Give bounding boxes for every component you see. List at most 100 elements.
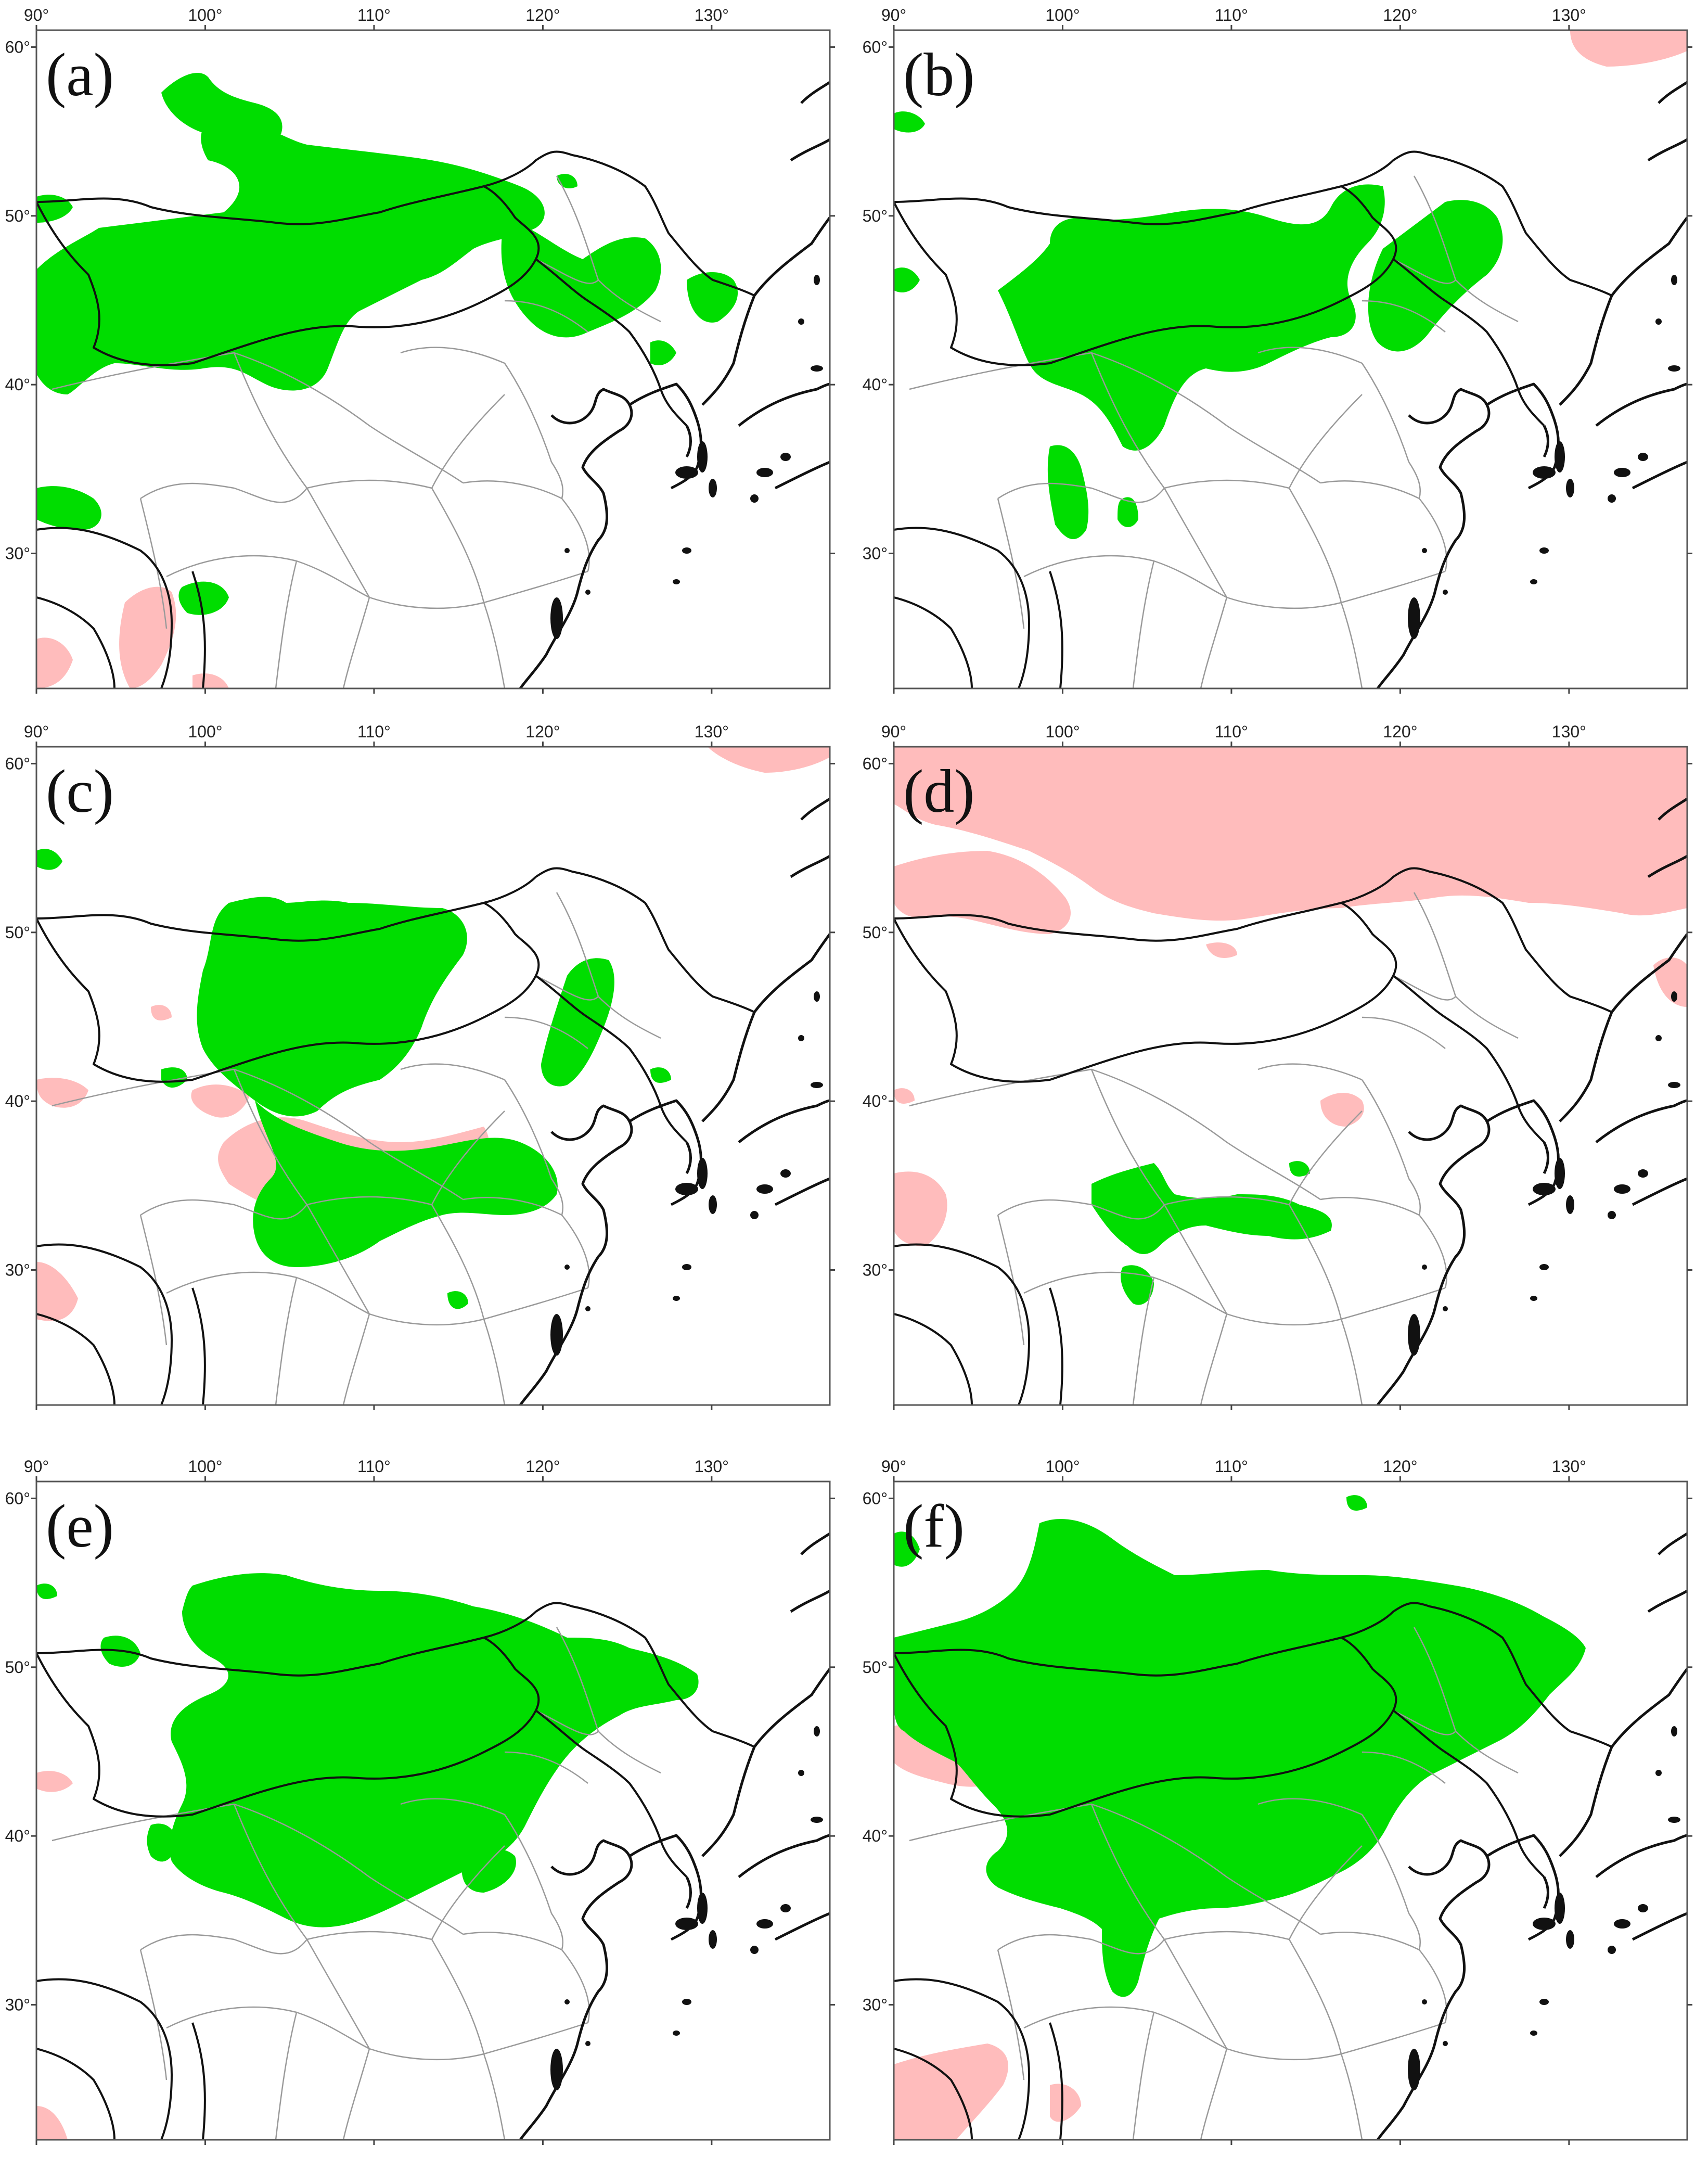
green-region (894, 1531, 920, 1567)
map-canvas: 90° 100° 110° 120° 130° 60° 50° 40° 30° (c) (5, 722, 835, 1410)
lon-tick-label: 90° (881, 722, 906, 741)
pink-region (1320, 1093, 1364, 1127)
green-region (36, 849, 62, 870)
lat-tick-label: 60° (863, 754, 888, 773)
pink-region (36, 1262, 78, 1321)
green-region (894, 111, 925, 133)
lon-tick-label: 90° (24, 6, 49, 24)
pink-region (1653, 957, 1687, 1007)
green-region (36, 118, 545, 394)
base-map (36, 799, 830, 1405)
lat-tick-label: 50° (5, 1658, 30, 1677)
lon-tick-label: 110° (357, 722, 391, 741)
lon-tick-label: 100° (188, 722, 222, 741)
green-region (253, 1101, 558, 1267)
pink-region (894, 1171, 947, 1246)
lon-tick-label: 100° (188, 6, 222, 24)
lat-tick-label: 50° (5, 207, 30, 225)
lon-tick-label: 120° (1383, 6, 1417, 24)
lon-tick-label: 120° (1383, 722, 1417, 741)
green-region (650, 340, 676, 365)
lon-tick-label: 130° (1552, 6, 1586, 24)
lon-tick-label: 130° (695, 1457, 729, 1476)
panel-label: (f) (903, 1492, 965, 1560)
pink-region (894, 851, 1071, 934)
pink-region (894, 747, 1687, 921)
map-canvas: 90° 100° 110° 120° 130° 60° 50° 40° 30° (b) (863, 6, 1692, 694)
green-region (178, 581, 229, 615)
lon-tick-label: 110° (357, 1457, 391, 1476)
panel-label: (b) (903, 41, 975, 109)
lat-tick-label: 40° (863, 1092, 888, 1110)
lon-tick-label: 130° (695, 6, 729, 24)
green-regions (894, 111, 1503, 540)
map-panel: 90° 100° 110° 120° 130° 60° 50° 40° 30° (b) (863, 6, 1692, 694)
map-panel: 90° 100° 110° 120° 130° 60° 50° 40° 30° (e) (5, 1457, 835, 2145)
lat-tick-label: 60° (5, 1489, 30, 1508)
map-panel: 90° 100° 110° 120° 130° 60° 50° 40° 30° (d) (863, 722, 1692, 1410)
map-frame (35, 1480, 831, 2141)
pink-region (708, 747, 830, 773)
lon-tick-label: 130° (695, 722, 729, 741)
green-region (894, 1518, 1586, 1997)
lon-tick-label: 100° (1045, 722, 1080, 741)
lon-tick-label: 90° (881, 1457, 906, 1476)
map-panel: 90° 100° 110° 120° 130° 60° 50° 40° 30° (a) (5, 6, 835, 694)
panel-label: (d) (903, 757, 975, 825)
green-region (1118, 497, 1138, 527)
lat-tick-label: 60° (863, 1489, 888, 1508)
green-regions (1091, 1161, 1332, 1305)
pink-region (36, 2106, 68, 2140)
pink-regions (894, 747, 1687, 1246)
map-frame (35, 29, 831, 689)
pink-regions (36, 586, 229, 688)
lat-tick-label: 60° (5, 754, 30, 773)
lat-tick-label: 50° (863, 1658, 888, 1677)
green-region (461, 1848, 516, 1893)
pink-regions (1570, 30, 1687, 67)
lon-tick-label: 130° (1552, 722, 1586, 741)
green-region (161, 72, 282, 137)
lon-tick-label: 130° (1552, 1457, 1586, 1476)
map-panel: 90° 100° 110° 120° 130° 60° 50° 40° 30° (f) (863, 1457, 1692, 2145)
lon-tick-label: 90° (24, 1457, 49, 1476)
green-region (170, 1573, 699, 1927)
green-regions (36, 72, 738, 615)
lat-tick-label: 30° (863, 544, 888, 563)
lat-tick-label: 50° (863, 923, 888, 942)
pink-region (1206, 942, 1237, 958)
green-region (894, 267, 920, 292)
green-region (36, 1584, 57, 1599)
lat-tick-label: 40° (863, 1827, 888, 1845)
lon-tick-label: 120° (1383, 1457, 1417, 1476)
green-region (36, 195, 73, 223)
lon-tick-label: 90° (881, 6, 906, 24)
green-region (1346, 1495, 1367, 1511)
green-region (541, 958, 614, 1087)
lat-tick-label: 60° (863, 37, 888, 56)
lon-tick-label: 120° (525, 1457, 560, 1476)
green-regions (894, 1495, 1586, 1997)
map-frame (893, 1480, 1688, 2141)
lat-tick-label: 40° (5, 375, 30, 394)
lat-tick-label: 30° (5, 1996, 30, 2014)
pink-region (894, 2044, 1008, 2140)
green-region (998, 184, 1385, 451)
panel-label: (a) (46, 41, 114, 109)
pink-region (1570, 30, 1687, 67)
pink-region (119, 586, 176, 688)
lat-tick-label: 60° (5, 37, 30, 56)
lon-tick-label: 100° (1045, 1457, 1080, 1476)
lat-tick-label: 30° (863, 1996, 888, 2014)
map-frame (35, 746, 831, 1406)
green-region (501, 218, 661, 338)
lat-tick-label: 50° (863, 207, 888, 225)
lon-tick-label: 120° (525, 722, 560, 741)
base-map (894, 82, 1687, 688)
map-canvas: 90° 100° 110° 120° 130° 60° 50° 40° 30° (f) (863, 1457, 1692, 2145)
pink-region (1050, 2084, 1081, 2122)
green-region (36, 486, 101, 530)
pink-region (191, 1084, 250, 1118)
green-region (197, 897, 467, 1117)
lon-tick-label: 120° (525, 6, 560, 24)
